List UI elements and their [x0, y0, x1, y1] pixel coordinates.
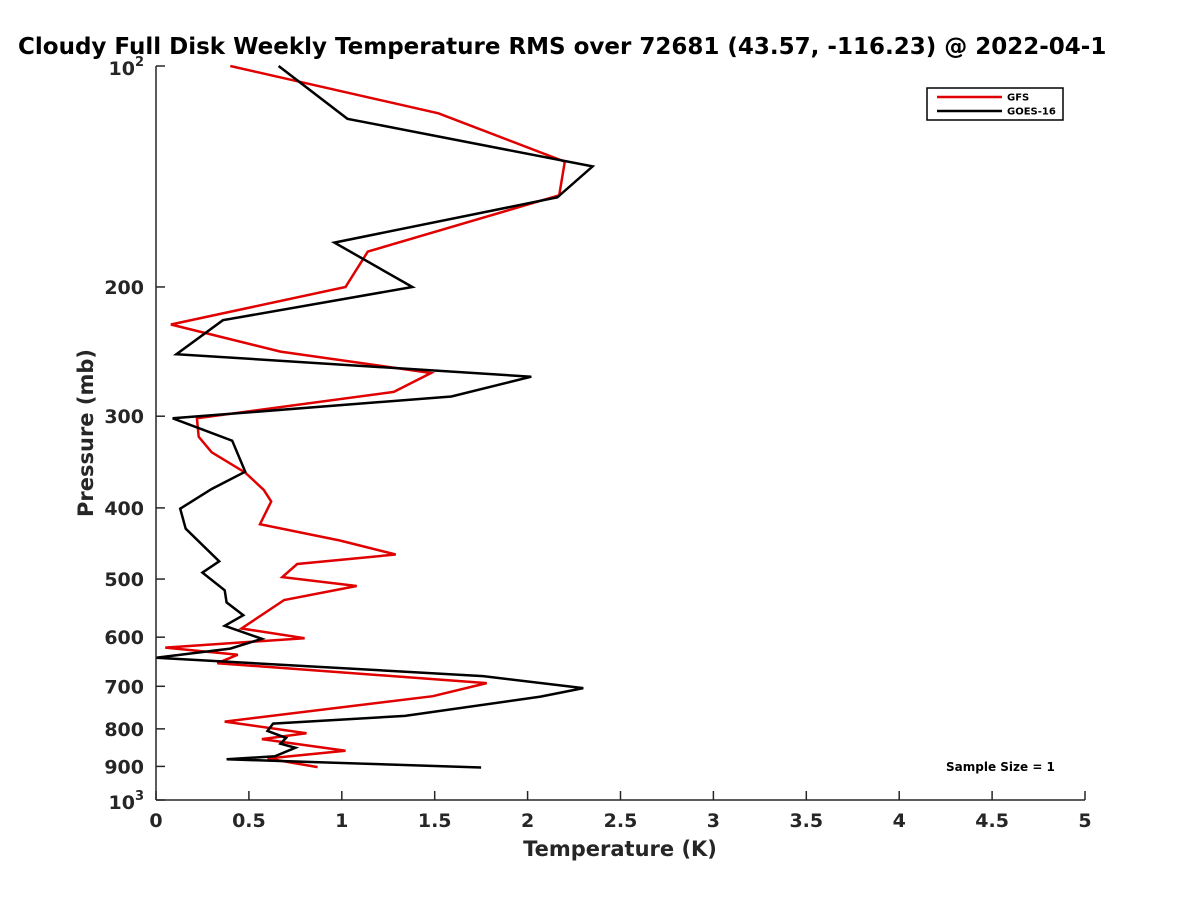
sample-size-annotation: Sample Size = 1 — [946, 760, 1055, 774]
x-tick-label: 2.5 — [604, 810, 638, 832]
legend: GFS GOES-16 — [926, 87, 1064, 121]
y-tick-label: 300 — [104, 406, 144, 428]
y-tick-label: 102 — [109, 55, 145, 80]
y-tick-label: 800 — [104, 719, 144, 741]
x-tick-label: 5 — [1078, 810, 1091, 832]
x-tick-label: 4.5 — [975, 810, 1009, 832]
y-tick-label: 900 — [104, 756, 144, 778]
y-tick-label: 600 — [104, 627, 144, 649]
y-tick-label: 700 — [104, 676, 144, 698]
x-tick-label: 3.5 — [789, 810, 823, 832]
y-axis-label: Pressure (mb) — [74, 349, 98, 517]
series-layer — [155, 64, 596, 769]
x-tick-label: 1.5 — [418, 810, 452, 832]
legend-label-gfs: GFS — [1007, 93, 1029, 104]
x-axis-label: Temperature (K) — [523, 837, 717, 861]
x-tick-label: 1 — [335, 810, 348, 832]
y-tick-label: 500 — [104, 569, 144, 591]
x-tick-label: 3 — [707, 810, 720, 832]
series-line-gfs — [165, 64, 567, 769]
chart-title: Cloudy Full Disk Weekly Temperature RMS … — [18, 34, 1106, 60]
ticks-layer: 0 0.5 1 1.5 2 2.5 3 3.5 4 4.5 5 102 200 300 400 500 600 7… — [104, 55, 1091, 832]
legend-box — [926, 87, 1064, 121]
y-tick-label: 103 — [109, 789, 145, 814]
x-tick-label: 0 — [149, 810, 162, 832]
x-tick-label: 2 — [521, 810, 534, 832]
series-line-goes-16 — [155, 65, 596, 769]
x-tick-label: 0.5 — [232, 810, 266, 832]
y-tick-label: 400 — [104, 498, 144, 520]
y-tick-label: 200 — [104, 277, 144, 299]
x-tick-label: 4 — [893, 810, 906, 832]
legend-label-goes-16: GOES-16 — [1007, 107, 1056, 118]
